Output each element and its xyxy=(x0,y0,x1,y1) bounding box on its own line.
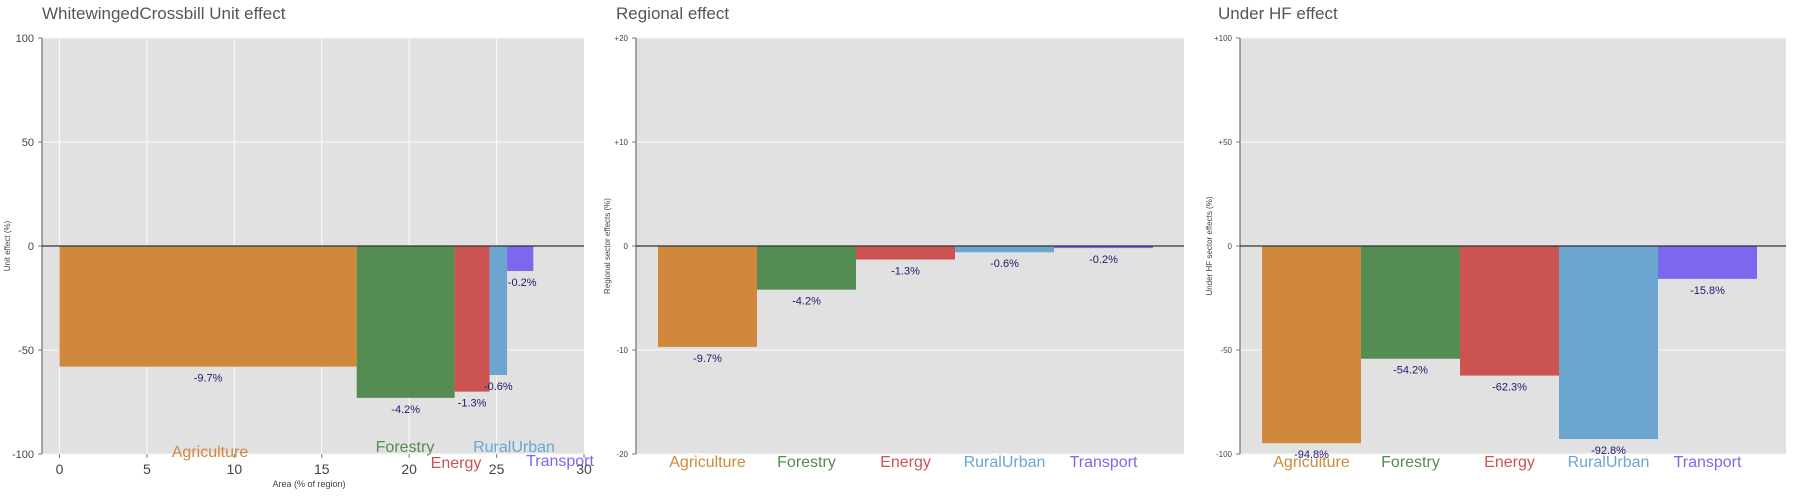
category-label-forestry: Forestry xyxy=(1381,454,1440,471)
x-tick-label: 20 xyxy=(401,461,417,477)
bar-transport xyxy=(507,246,534,271)
x-tick-label: 25 xyxy=(489,461,505,477)
y-tick-label: +100 xyxy=(1214,34,1233,43)
bar-transport xyxy=(1054,246,1153,249)
y-tick-label: 0 xyxy=(624,242,629,251)
category-label-energy: Energy xyxy=(880,454,931,471)
data-label-energy: -1.3% xyxy=(891,266,920,278)
category-label-forestry: Forestry xyxy=(777,454,836,471)
y-tick-label: -50 xyxy=(1220,346,1232,355)
bar-agriculture xyxy=(1262,246,1361,444)
y-tick-label: -20 xyxy=(616,450,628,459)
y-tick-label: -10 xyxy=(616,346,628,355)
data-label-transport: -0.2% xyxy=(1089,254,1118,266)
y-tick-label: +50 xyxy=(1218,138,1232,147)
y-tick-label: 0 xyxy=(1228,242,1233,251)
y-tick-label: +20 xyxy=(614,34,628,43)
chart-title-1: WhitewingedCrossbill Unit effect xyxy=(42,4,286,23)
bar-transport xyxy=(1658,246,1757,279)
y-axis-label: Under HF sector effects (%) xyxy=(1205,196,1214,295)
bar-ruralurban xyxy=(489,246,508,375)
bar-forestry xyxy=(1361,246,1460,359)
y-tick-label: +10 xyxy=(614,138,628,147)
category-label-energy: Energy xyxy=(431,455,482,472)
bar-ruralurban xyxy=(1559,246,1658,440)
y-tick-label: -50 xyxy=(18,345,34,357)
bar-agriculture xyxy=(59,246,357,367)
data-label-ruralurban: -0.6% xyxy=(484,381,513,393)
data-label-agriculture: -9.7% xyxy=(693,353,722,365)
data-label-ruralurban: -92.8% xyxy=(1591,445,1626,457)
y-tick-label: -100 xyxy=(1216,450,1233,459)
bar-agriculture xyxy=(658,246,757,347)
x-tick-label: 15 xyxy=(314,461,330,477)
data-label-forestry: -54.2% xyxy=(1393,365,1428,377)
category-label-agriculture: Agriculture xyxy=(669,454,746,471)
data-label-ruralurban: -0.6% xyxy=(990,258,1019,270)
data-label-forestry: -4.2% xyxy=(792,296,821,308)
category-label-agriculture: Agriculture xyxy=(172,444,249,461)
y-axis-label: Regional sector effects (%) xyxy=(603,198,612,294)
y-axis-label: Unit effect (%) xyxy=(3,220,12,271)
bar-energy xyxy=(1460,246,1559,376)
data-label-forestry: -4.2% xyxy=(391,404,420,416)
category-label-ruralurban: RuralUrban xyxy=(473,439,555,456)
y-tick-label: 50 xyxy=(22,137,34,149)
data-label-transport: -15.8% xyxy=(1690,285,1725,297)
data-label-energy: -1.3% xyxy=(458,398,487,410)
category-label-transport: Transport xyxy=(1674,454,1742,471)
x-tick-label: 5 xyxy=(143,461,151,477)
x-axis-label: Area (% of region) xyxy=(272,479,345,489)
x-tick-label: 0 xyxy=(56,461,64,477)
x-tick-label: 30 xyxy=(576,461,592,477)
bar-ruralurban xyxy=(955,246,1054,253)
category-label-forestry: Forestry xyxy=(376,439,435,456)
bar-forestry xyxy=(356,246,455,398)
category-label-agriculture: Agriculture xyxy=(1273,454,1350,471)
data-label-agriculture: -94.8% xyxy=(1294,449,1329,461)
bar-energy xyxy=(454,246,490,392)
chart-title-2: Regional effect xyxy=(616,4,729,23)
chart-title-3: Under HF effect xyxy=(1218,4,1338,23)
y-tick-label: 100 xyxy=(16,33,34,45)
category-label-transport: Transport xyxy=(1070,454,1138,471)
data-label-energy: -62.3% xyxy=(1492,382,1527,394)
category-label-ruralurban: RuralUrban xyxy=(1568,454,1650,471)
y-tick-label: 0 xyxy=(28,241,34,253)
bar-energy xyxy=(856,246,955,260)
category-label-energy: Energy xyxy=(1484,454,1535,471)
category-label-transport: Transport xyxy=(526,453,594,470)
x-tick-label: 10 xyxy=(227,461,243,477)
y-tick-label: -100 xyxy=(12,449,34,461)
bar-forestry xyxy=(757,246,856,290)
data-label-transport: -0.2% xyxy=(508,277,537,289)
data-label-agriculture: -9.7% xyxy=(194,373,223,385)
category-label-ruralurban: RuralUrban xyxy=(964,454,1046,471)
